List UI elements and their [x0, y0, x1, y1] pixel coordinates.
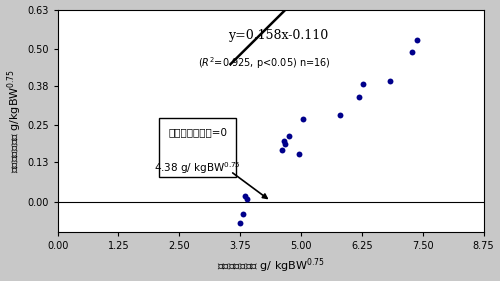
Text: y=0.158x-0.110: y=0.158x-0.110: [228, 28, 328, 42]
Text: 4.38 g/ kgBW$^{0.75}$: 4.38 g/ kgBW$^{0.75}$: [154, 160, 241, 176]
Point: [413, 38, 421, 42]
Point: [241, 193, 249, 198]
Point: [360, 82, 368, 87]
Text: 粗蛋白質蓄積量=0: 粗蛋白質蓄積量=0: [168, 127, 227, 137]
Point: [294, 152, 302, 157]
Point: [356, 94, 364, 99]
Text: ($R^{2}$=0.925, p<0.05) n=16): ($R^{2}$=0.925, p<0.05) n=16): [198, 56, 331, 71]
Point: [236, 221, 244, 225]
Point: [300, 117, 308, 122]
Point: [408, 50, 416, 55]
Point: [238, 212, 246, 216]
Point: [336, 113, 344, 117]
Point: [282, 142, 290, 146]
Y-axis label: 粗蛋白質蓄積量 g/kgBW$^{0.75}$: 粗蛋白質蓄積量 g/kgBW$^{0.75}$: [6, 69, 24, 173]
Point: [386, 79, 394, 83]
Point: [278, 148, 285, 152]
Point: [242, 196, 250, 201]
X-axis label: 粗蛋白質摄取量 g/ kgBW$^{0.75}$: 粗蛋白質摄取量 g/ kgBW$^{0.75}$: [217, 257, 324, 275]
FancyBboxPatch shape: [160, 118, 236, 177]
Point: [285, 134, 293, 139]
Point: [280, 139, 288, 143]
